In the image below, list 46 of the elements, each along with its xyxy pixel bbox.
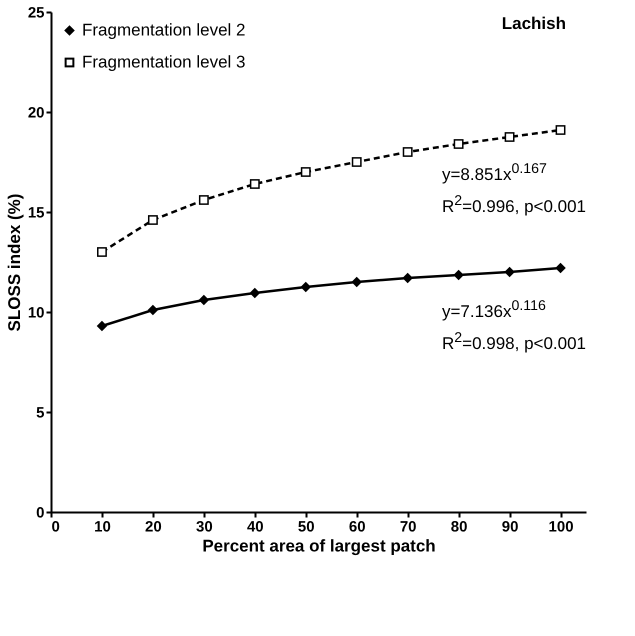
y-tick-label: 15 (28, 204, 44, 222)
annotation: y=7.136x$^{0.116}$ (442, 298, 546, 322)
x-tick-label: 10 (94, 518, 111, 536)
x-tick-label: 80 (450, 518, 468, 536)
y-axis-title: SLOSS index (%) (4, 194, 24, 332)
annotation: R$^{2}$=0.996, p<0.001 (442, 193, 586, 217)
point (402, 273, 413, 283)
point (352, 277, 362, 287)
point (198, 195, 209, 205)
point (300, 282, 311, 292)
x-tick-label: 0 (52, 518, 60, 536)
point (198, 295, 209, 305)
point (504, 132, 515, 142)
point (97, 321, 107, 331)
x-tick-label: 40 (246, 518, 264, 536)
legend-label: Fragmentation level 3 (82, 52, 246, 72)
x-tick-label: 20 (145, 518, 162, 536)
point (250, 288, 260, 298)
x-tick-label: 100 (548, 518, 574, 536)
annotation: R$^{2}$=0.998, p<0.001 (442, 330, 586, 354)
point (250, 179, 260, 189)
point (504, 267, 515, 277)
x-tick-label: 30 (196, 518, 213, 536)
legend-label: Fragmentation level 2 (82, 20, 246, 40)
x-tick-label: 50 (298, 518, 315, 536)
point (352, 157, 362, 167)
y-tick-label: 10 (28, 304, 44, 322)
y-tick-label: 0 (36, 504, 44, 522)
y-tick-label: 5 (36, 404, 44, 422)
chart-title: Lachish (502, 14, 566, 33)
x-tick-label: 90 (502, 518, 518, 536)
annotation: y=8.851x$^{0.167}$ (442, 161, 547, 185)
point (402, 147, 413, 157)
x-tick-label: 60 (348, 518, 366, 536)
y-tick-label: 20 (28, 104, 44, 122)
point (148, 215, 158, 225)
x-axis-title: Percent area of largest patch (202, 536, 436, 556)
x-tick-label: 70 (400, 518, 417, 536)
y-tick-label: 25 (28, 4, 44, 22)
point (454, 139, 464, 149)
point (556, 125, 566, 135)
point (148, 305, 158, 315)
point (300, 167, 311, 177)
point (97, 247, 107, 257)
point (454, 270, 464, 280)
point (556, 263, 566, 273)
